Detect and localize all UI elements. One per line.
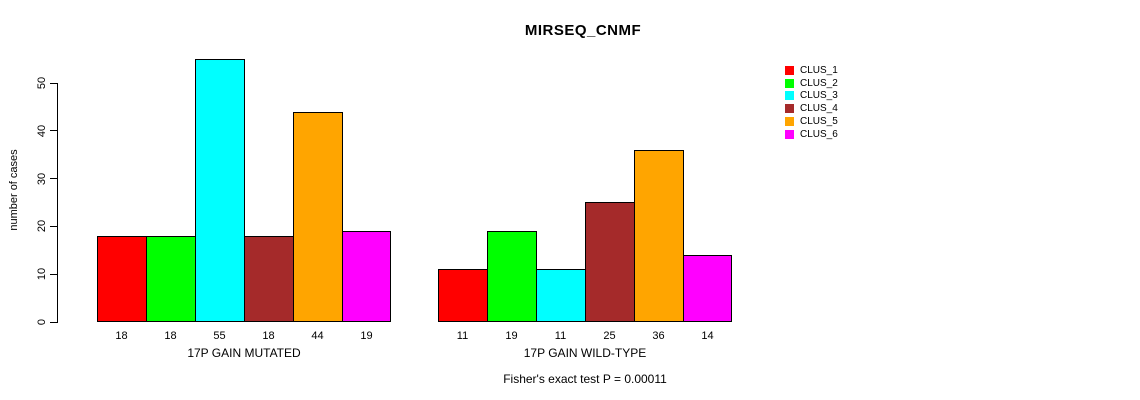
y-tick-label-30: 30 <box>36 172 48 185</box>
bar-clus_2-wildtype <box>487 231 537 322</box>
bar-clus_1-wildtype <box>438 269 488 322</box>
bar-clus_5-mutated <box>293 112 343 322</box>
bar-clus_4-mutated <box>244 236 294 322</box>
legend-label-clus_6: CLUS_6 <box>800 128 838 140</box>
value-label-clus_1-wildtype: 11 <box>456 330 469 342</box>
value-label-clus_3-mutated: 55 <box>213 330 226 342</box>
legend-swatch-clus_1 <box>785 66 794 75</box>
value-label-clus_2-mutated: 18 <box>164 330 177 342</box>
y-tick-30 <box>50 178 57 180</box>
bar-clus_5-wildtype <box>634 150 684 322</box>
bar-clus_1-mutated <box>97 236 147 322</box>
group-label-wildtype: 17P GAIN WILD-TYPE <box>523 346 647 360</box>
value-label-clus_1-mutated: 18 <box>115 330 128 342</box>
legend-swatch-clus_5 <box>785 116 794 126</box>
bar-clus_4-wildtype <box>585 202 635 322</box>
chart-title: MIRSEQ_CNMF <box>524 22 642 39</box>
group-label-mutated: 17P GAIN MUTATED <box>187 346 301 360</box>
value-label-clus_4-mutated: 18 <box>262 330 275 342</box>
y-tick-20 <box>50 225 57 227</box>
y-tick-label-0: 0 <box>36 318 48 326</box>
annotation-text: Fisher's exact test P = 0.00011 <box>503 372 667 386</box>
value-label-clus_4-wildtype: 25 <box>603 330 616 342</box>
value-label-clus_3-wildtype: 11 <box>554 330 567 342</box>
bar-clus_3-wildtype <box>536 269 586 322</box>
y-tick-0 <box>50 321 57 323</box>
y-axis-line <box>57 83 58 323</box>
bar-clus_3-mutated <box>195 59 245 322</box>
y-tick-label-40: 40 <box>36 124 48 137</box>
y-tick-label-20: 20 <box>36 220 48 233</box>
legend-label-clus_2: CLUS_2 <box>800 77 838 89</box>
legend-label-clus_4: CLUS_4 <box>800 103 838 115</box>
legend-swatch-clus_4 <box>785 104 794 114</box>
y-tick-label-50: 50 <box>36 76 48 90</box>
value-label-clus_2-wildtype: 19 <box>505 330 518 342</box>
legend-swatch-clus_6 <box>785 129 794 139</box>
bar-clus_6-mutated <box>342 231 391 322</box>
bar-clus_2-mutated <box>146 236 196 322</box>
value-label-clus_5-wildtype: 36 <box>652 330 665 342</box>
legend-label-clus_1: CLUS_1 <box>800 65 838 76</box>
bar-clus_6-wildtype <box>683 255 732 322</box>
y-tick-label-10: 10 <box>36 268 48 281</box>
y-tick-50 <box>50 82 57 84</box>
y-axis-label: number of cases <box>8 149 20 231</box>
value-label-clus_6-wildtype: 14 <box>701 330 714 342</box>
legend-label-clus_3: CLUS_3 <box>800 90 838 102</box>
legend-swatch-clus_3 <box>785 91 794 101</box>
legend-label-clus_5: CLUS_5 <box>800 115 838 127</box>
value-label-clus_6-mutated: 19 <box>360 330 373 342</box>
value-label-clus_5-mutated: 44 <box>311 330 324 342</box>
legend-swatch-clus_2 <box>785 78 794 88</box>
y-tick-40 <box>50 130 57 132</box>
y-tick-10 <box>50 273 57 275</box>
